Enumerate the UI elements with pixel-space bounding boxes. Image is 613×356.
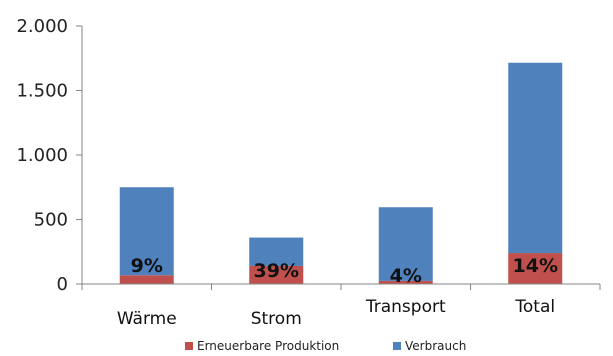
category-labels: Wärme Strom Transport Total — [117, 297, 555, 329]
legend-label-erneuerbare: Erneuerbare Produktion — [197, 339, 339, 353]
y-ticks: 0 500 1.000 1.500 2.000 — [16, 16, 82, 295]
legend: Erneuerbare Produktion Verbrauch — [185, 339, 466, 353]
y-tick-label: 1.500 — [16, 81, 68, 102]
bar-segment-verbrauch — [249, 237, 304, 266]
bar-segment-erneuerbare — [508, 253, 563, 284]
y-tick-label: 1.000 — [16, 145, 68, 166]
legend-swatch-erneuerbare — [185, 342, 193, 350]
bar-segment-verbrauch — [378, 207, 433, 281]
bar-segment-erneuerbare — [378, 280, 433, 284]
percent-label: 4% — [390, 265, 422, 287]
y-tick-label: 0 — [57, 274, 68, 295]
legend-item-erneuerbare: Erneuerbare Produktion — [185, 339, 339, 353]
legend-label-verbrauch: Verbrauch — [405, 339, 466, 353]
legend-swatch-verbrauch — [393, 342, 401, 350]
bar-segment-erneuerbare — [119, 275, 174, 284]
category-label: Wärme — [117, 309, 177, 329]
percent-label: 14% — [513, 255, 558, 277]
legend-item-verbrauch: Verbrauch — [393, 339, 466, 353]
percent-label: 9% — [131, 255, 163, 277]
bar-segment-erneuerbare — [249, 265, 304, 284]
bar-segment-verbrauch — [508, 62, 563, 254]
category-label: Transport — [365, 297, 446, 317]
y-tick-label: 500 — [34, 210, 68, 231]
bars — [119, 62, 563, 284]
percent-label: 39% — [254, 260, 299, 282]
category-label: Strom — [251, 309, 302, 329]
bar-segment-verbrauch — [119, 187, 174, 276]
percent-labels: 9% 39% 4% 14% — [131, 255, 558, 287]
y-tick-label: 2.000 — [16, 16, 68, 37]
category-label: Total — [514, 297, 555, 317]
x-ticks — [81, 284, 601, 290]
